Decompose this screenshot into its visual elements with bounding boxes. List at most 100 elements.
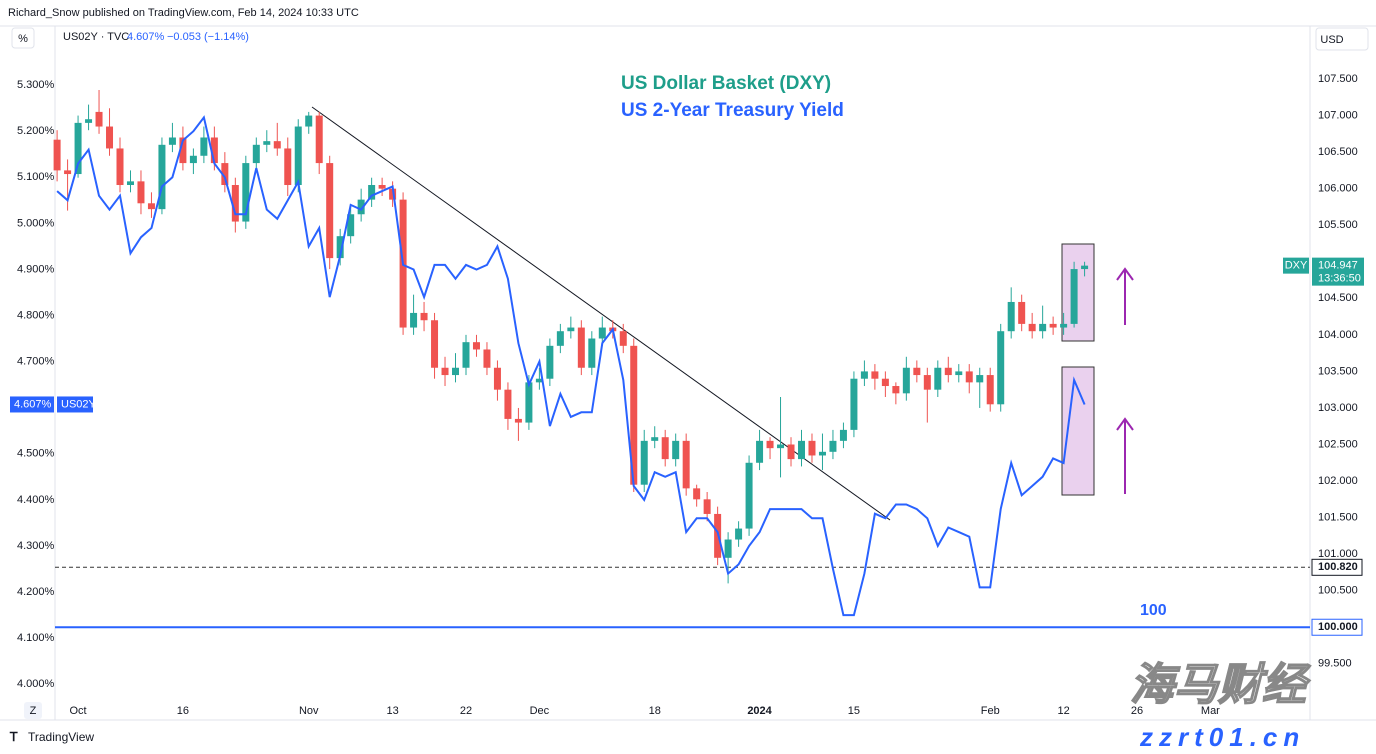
y2-tick-label: 101.000 — [1318, 548, 1358, 560]
candle-body — [640, 440, 648, 485]
candle-body — [577, 327, 585, 368]
candle-body — [137, 181, 145, 204]
candle-body — [818, 451, 826, 456]
candle-body — [1081, 265, 1089, 270]
y-tick-label: 4.500% — [17, 448, 55, 460]
candle-body — [483, 349, 491, 368]
currency-button-label[interactable]: USD — [1320, 34, 1343, 46]
candle-body — [965, 371, 973, 383]
y-tick-label: 5.200% — [17, 125, 55, 137]
candle-body — [294, 126, 302, 186]
candle-body — [1007, 301, 1015, 332]
y2-tick-label: 105.500 — [1318, 219, 1358, 231]
watermark-url: zzrt01.cn — [1139, 722, 1305, 752]
publish-header: Richard_Snow published on TradingView.co… — [8, 7, 359, 19]
x-tick-label: 26 — [1131, 705, 1143, 717]
y2-tick-label: 103.500 — [1318, 365, 1358, 377]
y2-tick-label: 107.000 — [1318, 109, 1358, 121]
arrow — [1116, 417, 1134, 494]
x-tick-label: Mar — [1201, 705, 1220, 717]
candle-body — [871, 371, 879, 379]
countdown-label: 13:36:50 — [1318, 273, 1361, 285]
y-tick-label: 4.800% — [17, 309, 55, 321]
candle-body — [651, 437, 659, 441]
candle-body — [168, 137, 176, 145]
candle-body — [158, 144, 166, 210]
candle-body — [850, 378, 858, 430]
annotation-title: US 2-Year Treasury Yield — [621, 100, 844, 121]
candle-body — [944, 367, 952, 376]
candle-body — [106, 126, 114, 149]
candle-body — [95, 111, 103, 127]
candle-body — [200, 137, 208, 156]
price-label: 100.000 — [1318, 621, 1358, 633]
candle-body — [252, 144, 260, 164]
candle-body — [797, 440, 805, 460]
candle-body — [619, 331, 627, 346]
y-tick-label: 4.700% — [17, 356, 55, 368]
y-tick-label: 4.100% — [17, 632, 55, 644]
x-tick-label: Nov — [299, 705, 319, 717]
x-tick-label: Dec — [530, 705, 550, 717]
y2-tick-label: 100.500 — [1318, 585, 1358, 597]
candle-body — [546, 345, 554, 379]
percent-button[interactable] — [11, 27, 35, 49]
candle-body — [693, 488, 701, 500]
candle-body — [1028, 323, 1036, 332]
candle-body — [630, 345, 638, 485]
candle-body — [263, 141, 271, 145]
x-tick-label: 16 — [177, 705, 189, 717]
candle-body — [315, 115, 323, 164]
percent-button-label[interactable]: % — [18, 33, 28, 45]
symbol-badge — [1283, 257, 1309, 274]
y2-tick-label: 99.500 — [1318, 658, 1352, 670]
candle-body — [766, 440, 774, 449]
candle-body — [986, 375, 994, 405]
candle-body — [881, 378, 889, 387]
x-tick-label: 2024 — [747, 705, 772, 717]
candle-body — [514, 418, 522, 423]
candle-body — [116, 148, 124, 186]
candle-body — [242, 163, 250, 222]
candle-body — [504, 389, 512, 419]
candle-body — [493, 367, 501, 390]
candle-body — [53, 139, 61, 171]
y2-tick-label: 101.500 — [1318, 512, 1358, 524]
candle-body — [1070, 269, 1078, 324]
candle-body — [787, 444, 795, 460]
candle-body — [273, 141, 281, 149]
zoom-button[interactable] — [24, 702, 42, 719]
candle-body — [231, 185, 239, 222]
candle-body — [420, 312, 428, 321]
candle-body — [525, 382, 533, 423]
candle-body — [378, 185, 386, 189]
y-tick-label: 5.000% — [17, 217, 55, 229]
candle-body — [64, 170, 72, 175]
candle-body — [452, 367, 460, 376]
x-tick-label: Oct — [70, 705, 87, 717]
candle-body — [389, 188, 397, 200]
candle-body — [462, 342, 470, 368]
candle-body — [1018, 301, 1026, 324]
zoom-button-label[interactable]: Z — [30, 705, 37, 717]
candle-body — [126, 181, 134, 186]
candle-body — [756, 440, 764, 463]
y2-tick-label: 102.000 — [1318, 475, 1358, 487]
y2-tick-label: 106.500 — [1318, 146, 1358, 158]
y-tick-label: 4.400% — [17, 494, 55, 506]
symbol-badge-label: US02Y — [61, 398, 97, 410]
candle-body — [860, 371, 868, 379]
currency-button[interactable] — [1315, 27, 1369, 51]
candle-body — [189, 155, 197, 164]
legend-symbol: US02Y · TVC — [63, 31, 129, 43]
candle-body — [357, 199, 365, 215]
candle-body — [74, 122, 82, 175]
candle-body — [923, 375, 931, 390]
x-tick-label: 22 — [460, 705, 472, 717]
candle-body — [431, 320, 439, 368]
watermark: 海马财经 — [1130, 661, 1311, 710]
yield-line — [56, 115, 1086, 617]
candle-body — [777, 444, 785, 449]
x-tick-label: 12 — [1057, 705, 1069, 717]
candle-body — [913, 367, 921, 376]
